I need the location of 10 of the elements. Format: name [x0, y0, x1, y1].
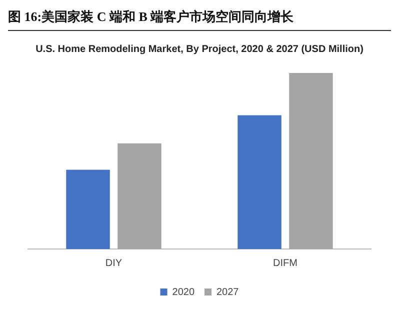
bar — [289, 73, 333, 249]
bar — [118, 143, 162, 249]
x-tick-label: DIY — [105, 258, 122, 269]
chart-title: 图 16:美国家装 C 端和 B 端客户市场空间同向增长 — [8, 8, 391, 31]
bar — [238, 115, 282, 249]
legend-label: 2020 — [172, 286, 195, 298]
chart-subtitle: U.S. Home Remodeling Market, By Project, 2020 & 2027 (USD Million) — [36, 44, 364, 55]
x-tick-label: DIFM — [273, 258, 298, 269]
bar — [66, 170, 110, 249]
legend-label: 2027 — [216, 286, 240, 298]
